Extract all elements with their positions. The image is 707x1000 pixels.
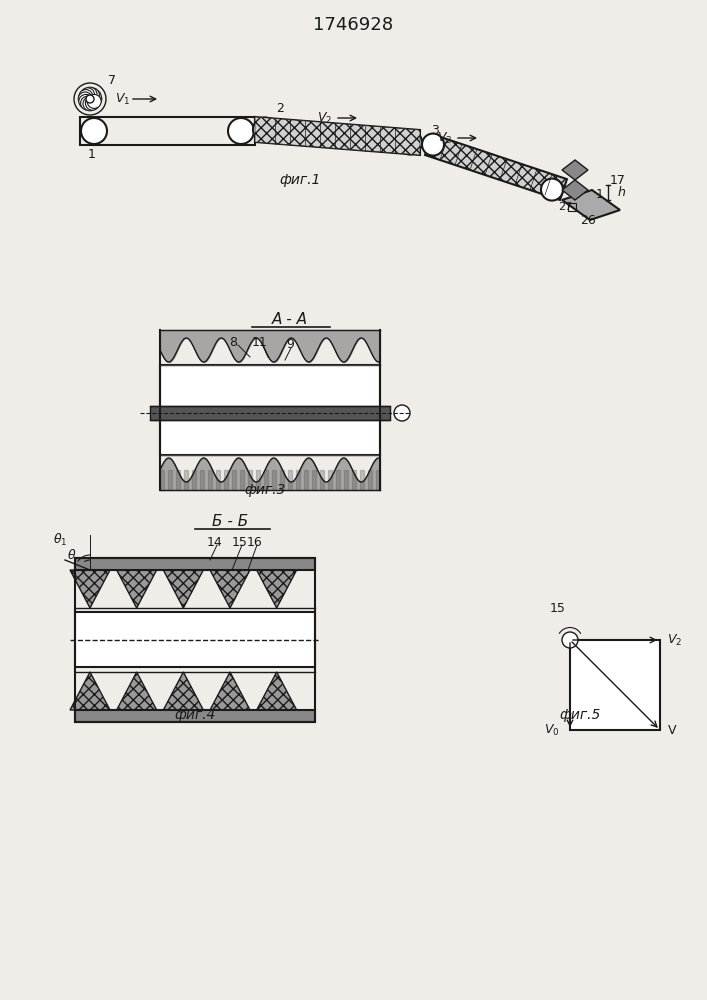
Circle shape <box>86 95 94 103</box>
Text: 16: 16 <box>247 536 263 548</box>
Circle shape <box>394 405 410 421</box>
Circle shape <box>83 87 97 101</box>
Bar <box>75 612 315 667</box>
Bar <box>160 365 380 455</box>
Circle shape <box>541 179 563 201</box>
Text: фиг.5: фиг.5 <box>559 708 601 722</box>
Bar <box>568 203 576 211</box>
Polygon shape <box>210 570 250 608</box>
Text: 7: 7 <box>108 75 116 88</box>
Text: V: V <box>667 724 677 736</box>
Text: $\theta$: $\theta$ <box>67 548 76 562</box>
Circle shape <box>253 117 277 141</box>
Circle shape <box>88 92 102 106</box>
Circle shape <box>79 90 93 104</box>
Circle shape <box>79 94 93 108</box>
Text: 17: 17 <box>610 174 626 186</box>
Circle shape <box>422 134 444 156</box>
Circle shape <box>398 130 422 154</box>
Polygon shape <box>255 117 420 155</box>
Text: $V_0$: $V_0$ <box>544 722 560 738</box>
Polygon shape <box>425 134 567 200</box>
Text: $V_3$: $V_3$ <box>438 130 452 146</box>
Text: 15: 15 <box>550 601 566 614</box>
Text: 8: 8 <box>229 336 237 349</box>
Polygon shape <box>117 672 157 710</box>
Bar <box>75 558 315 722</box>
Text: h: h <box>618 186 626 200</box>
Polygon shape <box>210 672 250 710</box>
Circle shape <box>562 632 578 648</box>
Text: $V_2$: $V_2$ <box>667 632 682 648</box>
Text: 26: 26 <box>580 214 596 227</box>
Text: 1746928: 1746928 <box>313 16 393 34</box>
Text: фиг.1: фиг.1 <box>279 173 321 187</box>
Text: Б - Б: Б - Б <box>212 514 248 530</box>
Polygon shape <box>562 180 588 200</box>
Bar <box>75 710 315 722</box>
Circle shape <box>86 96 100 110</box>
Circle shape <box>87 94 101 108</box>
Text: 1: 1 <box>88 148 96 161</box>
Circle shape <box>81 88 95 102</box>
Circle shape <box>86 88 100 102</box>
Polygon shape <box>70 570 110 608</box>
Bar <box>150 406 390 420</box>
Circle shape <box>87 90 101 104</box>
Circle shape <box>81 96 95 110</box>
Bar <box>80 117 255 145</box>
Text: фиг.4: фиг.4 <box>175 708 216 722</box>
Text: 11: 11 <box>252 336 268 349</box>
Circle shape <box>81 118 107 144</box>
Text: $V_2$: $V_2$ <box>317 110 332 126</box>
Text: 27: 27 <box>558 202 572 212</box>
Polygon shape <box>257 672 297 710</box>
Text: 3: 3 <box>431 123 439 136</box>
Text: A - A: A - A <box>272 312 308 328</box>
Text: 14: 14 <box>207 536 223 548</box>
Polygon shape <box>562 190 620 220</box>
Text: $\theta_1$: $\theta_1$ <box>53 532 67 548</box>
Polygon shape <box>255 117 420 155</box>
Text: 9: 9 <box>286 338 294 352</box>
Polygon shape <box>70 672 110 710</box>
Text: фиг.3: фиг.3 <box>245 483 286 497</box>
Text: 15: 15 <box>232 536 248 548</box>
Bar <box>570 640 660 730</box>
Bar <box>75 558 315 570</box>
Text: 2: 2 <box>276 102 284 114</box>
Polygon shape <box>163 672 204 710</box>
Text: 1: 1 <box>596 188 604 202</box>
Polygon shape <box>257 570 297 608</box>
Polygon shape <box>163 570 204 608</box>
Circle shape <box>78 92 92 106</box>
Circle shape <box>228 118 254 144</box>
Circle shape <box>83 97 97 111</box>
Polygon shape <box>117 570 157 608</box>
Polygon shape <box>562 160 588 180</box>
Text: $V_1$: $V_1$ <box>115 91 131 107</box>
